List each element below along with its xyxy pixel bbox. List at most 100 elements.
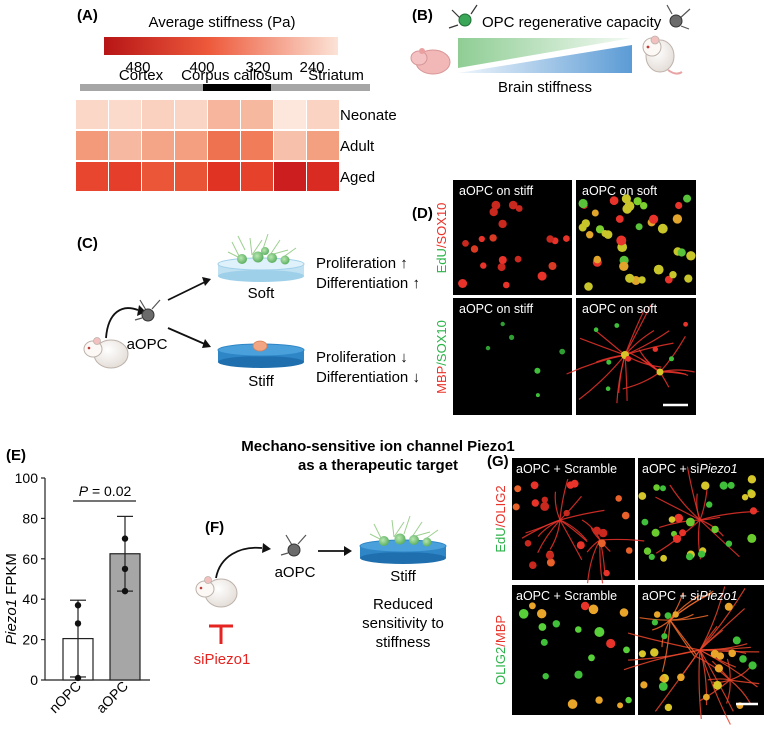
- regenerative-capacity-wedge: [458, 38, 632, 68]
- cell-dot: [714, 664, 724, 673]
- cell-dot: [594, 627, 605, 637]
- cell-dot: [478, 235, 485, 243]
- scale-tick-0: 480: [125, 59, 150, 76]
- tile-g2-label: aOPC + siPiezo1: [642, 462, 738, 476]
- cell-dot: [586, 231, 594, 239]
- process-line: [707, 678, 731, 681]
- process-line: [669, 484, 701, 521]
- process-line: [554, 491, 561, 521]
- cell-dot: [615, 495, 622, 502]
- age-row-labels: Neonate Adult Aged: [340, 107, 397, 186]
- age-row-adult: Adult: [340, 138, 375, 155]
- data-point: [74, 620, 82, 627]
- stiff-dish-f: [359, 515, 447, 564]
- stiffness-scale-title: Average stiffness (Pa): [148, 14, 295, 31]
- panel-b-label: (B): [412, 7, 433, 24]
- brain-stiffness-wedge: [458, 45, 632, 73]
- brain-stiffness-text: Brain stiffness: [498, 79, 592, 96]
- rat-to-aopc-arrow: [105, 307, 139, 339]
- aopc-cell-icon-f: [280, 534, 307, 557]
- cell-dot: [458, 279, 468, 288]
- cell-dot: [540, 638, 548, 646]
- cell-dot: [584, 282, 593, 291]
- heatmap-cell: [274, 131, 306, 160]
- heatmap-cell: [109, 162, 141, 191]
- heatmap-cell: [307, 162, 339, 191]
- process-line: [579, 337, 626, 356]
- heatmap-cell: [175, 131, 207, 160]
- process-line: [627, 632, 701, 651]
- cell-dot: [500, 321, 505, 327]
- process-line: [694, 655, 731, 681]
- d-row1-stain-label: EdU/SOX10: [434, 203, 449, 274]
- arrow-to-stiff: [167, 327, 208, 346]
- heatmap-cell: [307, 100, 339, 129]
- stiff-label-f: Stiff: [390, 568, 416, 585]
- arrow-to-soft: [167, 280, 208, 301]
- process-line: [729, 666, 751, 681]
- x-tick-aopc: aOPC: [93, 678, 131, 716]
- data-point: [121, 535, 129, 542]
- cell-dot: [725, 540, 733, 547]
- cell-dot: [498, 256, 507, 264]
- tile-g3-label: aOPC + Scramble: [516, 589, 617, 603]
- process-line: [669, 592, 713, 621]
- cell-dot: [546, 558, 555, 567]
- cell-dot: [529, 602, 536, 610]
- process-line: [537, 519, 561, 553]
- process-line: [726, 679, 731, 704]
- tile-d3: [453, 298, 572, 415]
- cell-dot: [591, 209, 599, 217]
- cell-dot: [581, 219, 590, 228]
- cell-dot: [719, 481, 728, 490]
- panel-g: (G) aOPC + Scramble aOPC + siPiezo1 aOPC…: [487, 453, 764, 725]
- aopc-cell-icon: [134, 299, 161, 322]
- process-line: [696, 493, 701, 521]
- cell-dot: [649, 214, 659, 224]
- micrograph-g-cells: [512, 466, 760, 725]
- cell-dot: [619, 608, 629, 617]
- panel-c: (C) aOPC: [77, 233, 420, 390]
- cell-dot: [595, 696, 603, 704]
- cell-dot: [674, 513, 684, 523]
- cell-dot: [497, 263, 506, 272]
- cell-dot: [679, 529, 687, 537]
- cell-dot: [567, 699, 578, 709]
- stiff-label: Stiff: [248, 373, 274, 390]
- process-line: [578, 354, 626, 400]
- cell-dot: [684, 274, 693, 283]
- rat-icon-f: [195, 576, 238, 608]
- region-labels: Cortex Corpus callosum Striatum: [119, 67, 364, 84]
- cell-dot: [508, 200, 518, 210]
- cell-dot: [672, 534, 682, 544]
- cell-dot: [541, 496, 548, 503]
- panel-a-label: (A): [77, 7, 98, 24]
- cell-dot: [635, 223, 643, 231]
- region-label-0: Cortex: [119, 67, 164, 84]
- heatmap-cell: [76, 131, 108, 160]
- heatmap-cell: [241, 131, 273, 160]
- cell-dot: [462, 240, 469, 247]
- heatmap-cell: [241, 162, 273, 191]
- cell-dot: [598, 539, 606, 548]
- scale-tick-3: 240: [299, 59, 324, 76]
- panel-e: (E) Piezo1 FPKM 0 20 40 60 80 100 nOPC aOPC P =…: [3, 447, 150, 716]
- piezo1-bar-chart: 0 20 40 60 80 100 nOPC aOPC: [15, 470, 150, 716]
- result-line-1: Reduced: [373, 596, 433, 613]
- cell-dot: [651, 528, 660, 537]
- aged-rat-icon: [642, 35, 683, 75]
- process-line: [521, 519, 561, 539]
- cell-dot: [537, 609, 547, 619]
- green-opc-icon: [448, 4, 478, 29]
- regenerative-capacity-text: OPC regenerative capacity: [482, 14, 662, 31]
- process-line: [699, 587, 746, 651]
- panel-c-label: (C): [77, 235, 98, 252]
- cell-dot: [675, 201, 683, 210]
- cell-dot: [540, 502, 550, 511]
- cell-dot: [515, 205, 523, 212]
- process-line: [599, 538, 645, 542]
- cell-dot: [575, 626, 582, 633]
- soft-differentiation-text: Differentiation ↑: [316, 275, 420, 292]
- cell-dot: [534, 367, 541, 374]
- process-line: [559, 495, 582, 521]
